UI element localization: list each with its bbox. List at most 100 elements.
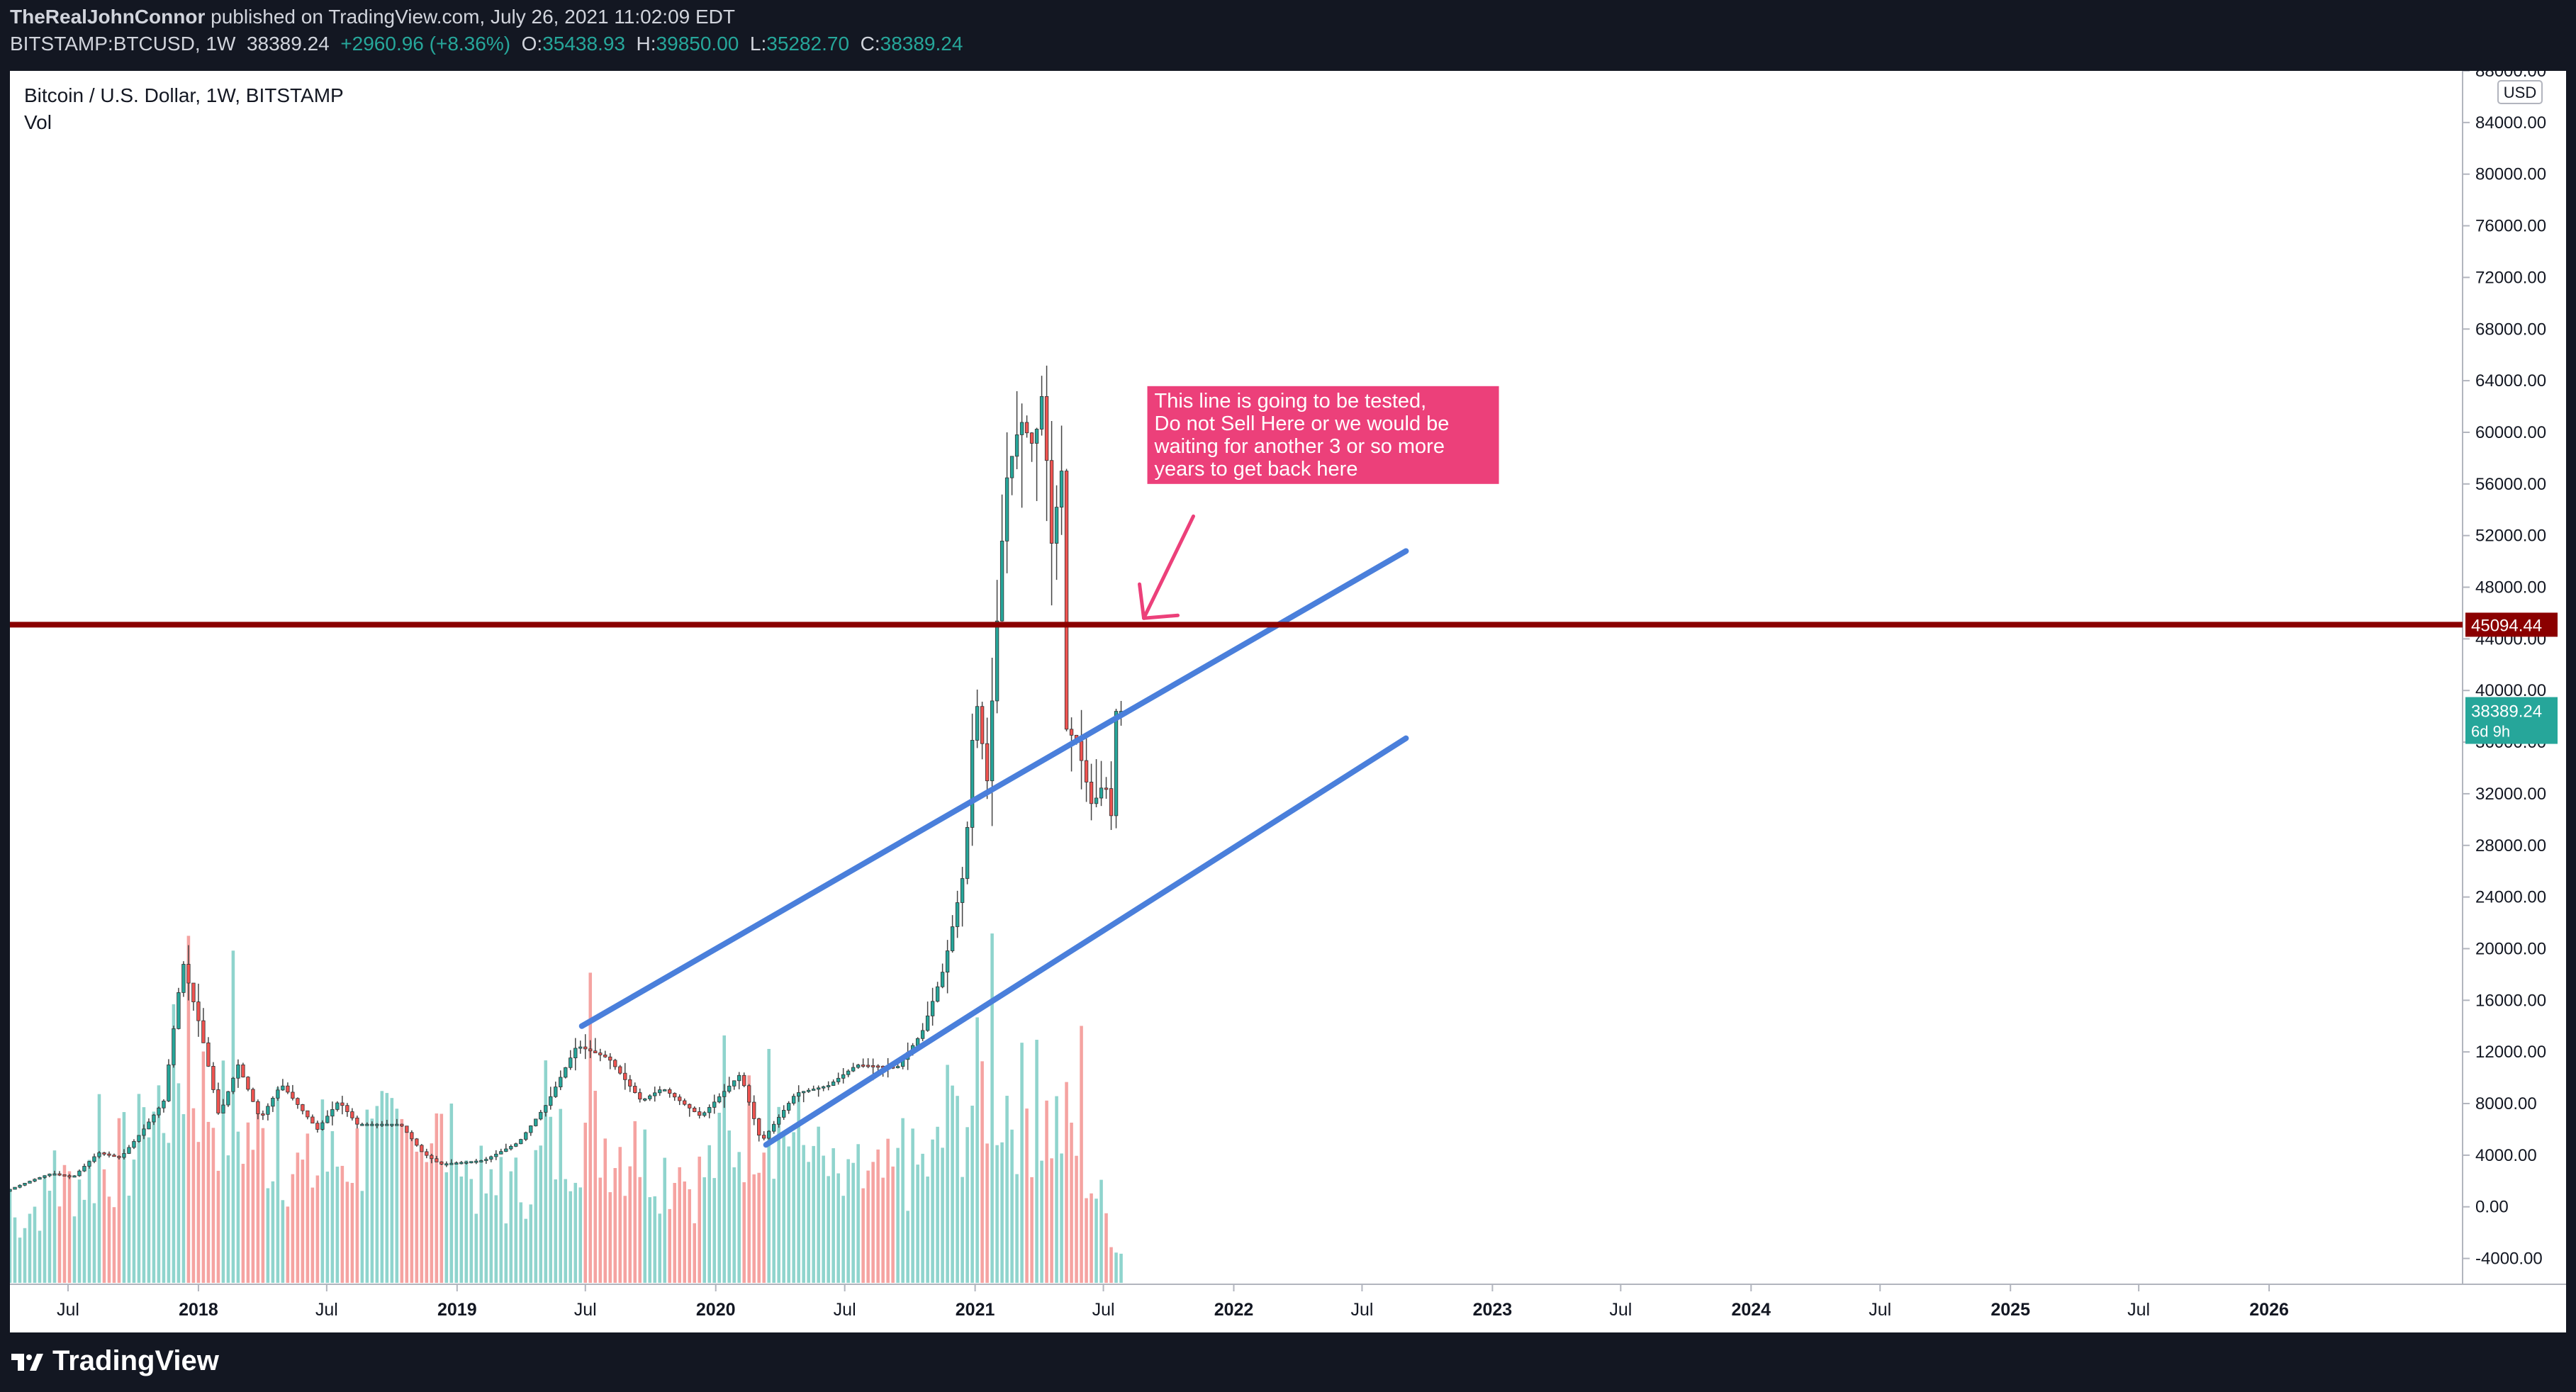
candle-body [618,1066,622,1074]
volume-bar [504,1223,508,1283]
time-tick-label: 2025 [1990,1300,2030,1320]
volume-bar [559,1108,563,1283]
lower-channel-trendline[interactable] [763,735,1409,1148]
volume-bar [901,1118,905,1283]
time-tick-label: 2023 [1473,1300,1513,1320]
currency-label: USD [2504,84,2536,101]
volume-bar [549,1116,553,1283]
volume-bar [841,1196,845,1283]
candle-body [920,1030,925,1039]
price-tick-label: 0.00 [2475,1198,2509,1217]
volume-bar [97,1094,101,1283]
candle-body [489,1156,493,1160]
candle-body [875,1065,880,1068]
volume-bar [439,1113,444,1283]
time-tick-label: 2022 [1214,1300,1254,1320]
volume-bar [846,1159,850,1283]
volume-bar [127,1195,131,1283]
candle-body [92,1156,96,1162]
candle-body [216,1089,220,1113]
candle-body [623,1072,627,1080]
candle-body [186,964,191,984]
volume-bar [484,1193,488,1283]
candle-body [722,1091,727,1097]
volume-bar [1119,1253,1123,1283]
volume-bar [77,1179,82,1283]
candle-body [375,1123,379,1126]
candle-body [132,1141,136,1148]
candle-body [360,1123,364,1126]
author-name[interactable]: TheRealJohnConnor [10,6,206,28]
volume-bar [588,972,593,1283]
price-chart[interactable]: -4000.00 0.00 4000.00 8000.00 12000.00 16000.… [10,71,2566,1332]
volume-bar [57,1206,62,1283]
candle-body [390,1123,394,1126]
candle-body [102,1152,106,1155]
candle-body [757,1118,761,1136]
volume-bar [812,1145,815,1283]
candle-body [464,1161,469,1164]
candle-body [261,1113,265,1116]
volume-bar [117,1118,121,1283]
volume-bar [444,1172,449,1283]
volume-bar [38,1230,42,1283]
candle-body [534,1118,538,1126]
tradingview-logo[interactable]: TradingView [10,1345,219,1377]
annotation-box[interactable] [1147,386,1499,484]
volume-bar [707,1145,711,1283]
volume-bar [573,1182,578,1283]
candle-body [564,1067,568,1078]
volume-legend[interactable]: Vol [24,111,52,133]
volume-bar [787,1146,790,1283]
volume-bar [921,1153,924,1283]
volume-bar [896,1147,900,1283]
candle-body [762,1135,766,1139]
candle-body [732,1080,737,1087]
time-tick-label: Jul [315,1300,338,1320]
volume-bar [807,1162,810,1283]
time-tick-label: 2019 [437,1300,477,1320]
candle-body [663,1089,667,1091]
volume-bar [469,1179,474,1283]
candle-body [172,1028,176,1065]
volume-bar [306,1133,310,1283]
candle-body [301,1104,305,1111]
candle-body [310,1116,315,1124]
publish-date: published on TradingView.com, July 26, 2… [205,6,736,28]
upper-channel-trendline[interactable] [578,548,1409,1029]
candle-body [425,1151,429,1156]
candle-body [276,1089,280,1099]
volume-bar [1114,1252,1118,1283]
volume-bar [1094,1199,1098,1283]
volume-bar [286,1206,290,1283]
volume-bar [33,1206,37,1283]
currency-badge[interactable] [2497,80,2543,104]
annotation-arrow-shaft[interactable] [1142,514,1196,620]
volume-bar [435,1113,439,1283]
candle-body [395,1123,399,1126]
volume-bar [519,1202,523,1283]
volume-bar [1040,1160,1043,1283]
candle-body [504,1148,508,1152]
candle-body [122,1153,126,1158]
annotation-arrow-head[interactable] [1138,582,1180,620]
candle-body [142,1128,146,1136]
volume-bar [613,1168,617,1283]
candle-body [945,950,950,973]
ohlc-summary: BITSTAMP:BTCUSD, 1W 38389.24 +2960.96 (+… [10,33,963,55]
volume-bar [628,1166,632,1283]
volume-bar [916,1164,919,1283]
candle-body [1049,460,1054,544]
price-tick-label: 84000.00 [2475,113,2546,133]
candle-body [484,1159,488,1161]
candle-body [405,1126,409,1133]
candle-body [444,1163,449,1166]
volume-bar [856,1144,860,1283]
chart-area[interactable]: -4000.00 0.00 4000.00 8000.00 12000.00 16000.… [10,71,2566,1332]
volume-bar [762,1152,766,1283]
volume-bar [757,1172,761,1283]
candle-body [955,902,960,927]
candle-body [167,1064,171,1101]
volume-bar [43,1174,47,1283]
chart-legend-title[interactable]: Bitcoin / U.S. Dollar, 1W, BITSTAMP [24,84,344,106]
